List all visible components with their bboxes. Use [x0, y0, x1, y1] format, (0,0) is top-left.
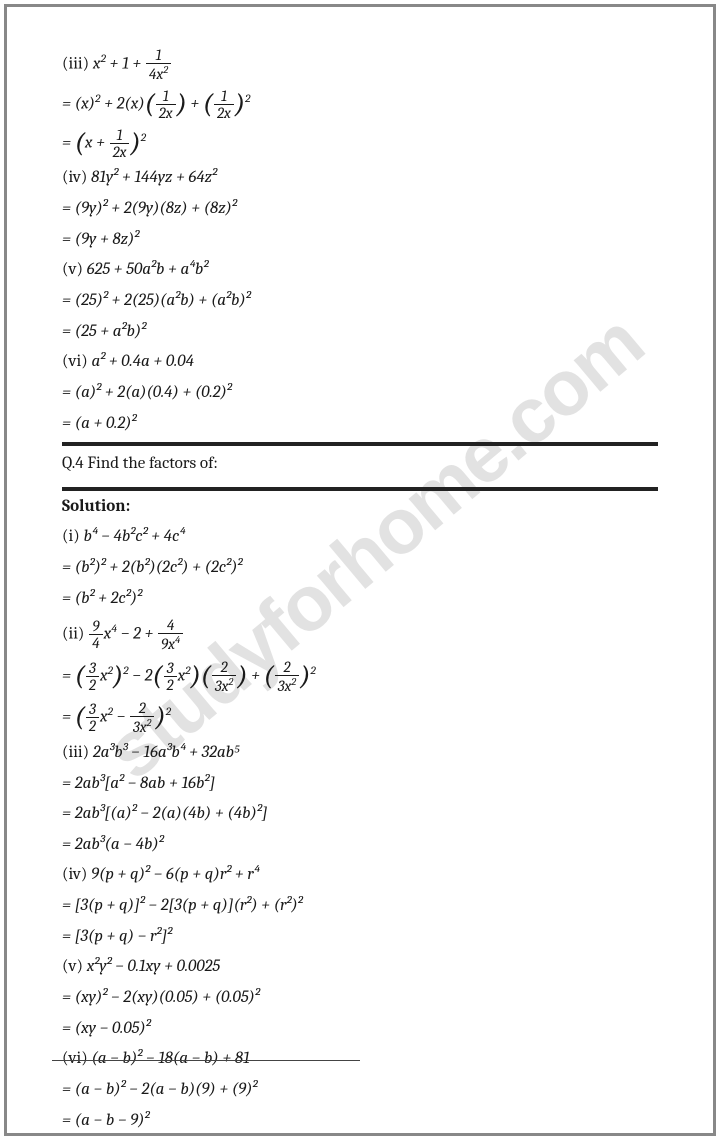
solution-label: Solution:: [62, 495, 658, 520]
p6-s1: = (a)² + 2(a)(0.4) + (0.2)²: [62, 381, 658, 406]
document-body: { "watermark": "studyforhome.com", "p3":…: [62, 47, 658, 1133]
q4p6-s2: = (a − b − 9)²: [62, 1109, 658, 1134]
q4p2-head: (ii) 94x4 − 2 + 49x4: [62, 617, 658, 652]
p4-head: (iv) 81y² + 144yz + 64z²: [62, 166, 658, 191]
p5-head: (v) 625 + 50a²b + a⁴b²: [62, 258, 658, 283]
q4p6-s1: = (a − b)² − 2(a − b)(9) + (9)²: [62, 1078, 658, 1103]
q4p1-s2: = (b² + 2c²)²: [62, 587, 658, 612]
q4p3-s2: = 2ab³[(a)² − 2(a)(4b) + (4b)²]: [62, 802, 658, 827]
p6-head: (vi) a² + 0.4a + 0.04: [62, 350, 658, 375]
q4p4-head: (iv) 9(p + q)² − 6(p + q)r² + r⁴: [62, 863, 658, 888]
q4p5-s1: = (xy)² − 2(xy)(0.05) + (0.05)²: [62, 986, 658, 1011]
q4p3-head: (iii) 2a³b³ − 16a³b⁴ + 32ab⁵: [62, 741, 658, 766]
q4p1-head: (i) b⁴ − 4b²c² + 4c⁴: [62, 525, 658, 550]
q4p2-s1: = (32x2)2 − 2(32x2)(23x2) + (23x2)2: [62, 659, 658, 694]
p4-s1: = (9y)² + 2(9y)(8z) + (8z)²: [62, 197, 658, 222]
q4p3-s1: = 2ab³[a² − 8ab + 16b²]: [62, 772, 658, 797]
question-4: Q.4 Find the factors of:: [62, 448, 658, 481]
p4-s2: = (9y + 8z)²: [62, 228, 658, 253]
q4p5-head: (v) x²y² − 0.1xy + 0.0025: [62, 955, 658, 980]
q4p4-s2: = [3(p + q) − r²]²: [62, 925, 658, 950]
p3-label: (iii): [62, 55, 93, 74]
p5-s2: = (25 + a²b)²: [62, 320, 658, 345]
q4p2-s2: = (32x2 − 23x2)2: [62, 700, 658, 735]
divider-bottom: [62, 487, 658, 491]
p6-s2: = (a + 0.2)²: [62, 412, 658, 437]
p3-step1: = (x)2 + 2(x)(12x) + (12x)2: [62, 88, 658, 121]
q4p3-s3: = 2ab³(a − 4b)²: [62, 833, 658, 858]
q4p4-s1: = [3(p + q)]² − 2[3(p + q)](r²) + (r²)²: [62, 894, 658, 919]
q4p1-s1: = (b²)² + 2(b²)(2c²) + (2c²)²: [62, 556, 658, 581]
q4p6-head: (vi) (a − b)² − 18(a − b) + 81: [62, 1047, 658, 1072]
divider-top: [62, 442, 658, 446]
p5-s1: = (25)² + 2(25)(a²b) + (a²b)²: [62, 289, 658, 314]
q4p5-s2: = (xy − 0.05)²: [62, 1017, 658, 1042]
p3-step2: = (x + 12x)2: [62, 127, 658, 160]
p3-head: (iii) x2 + 1 + 14x2: [62, 47, 658, 82]
